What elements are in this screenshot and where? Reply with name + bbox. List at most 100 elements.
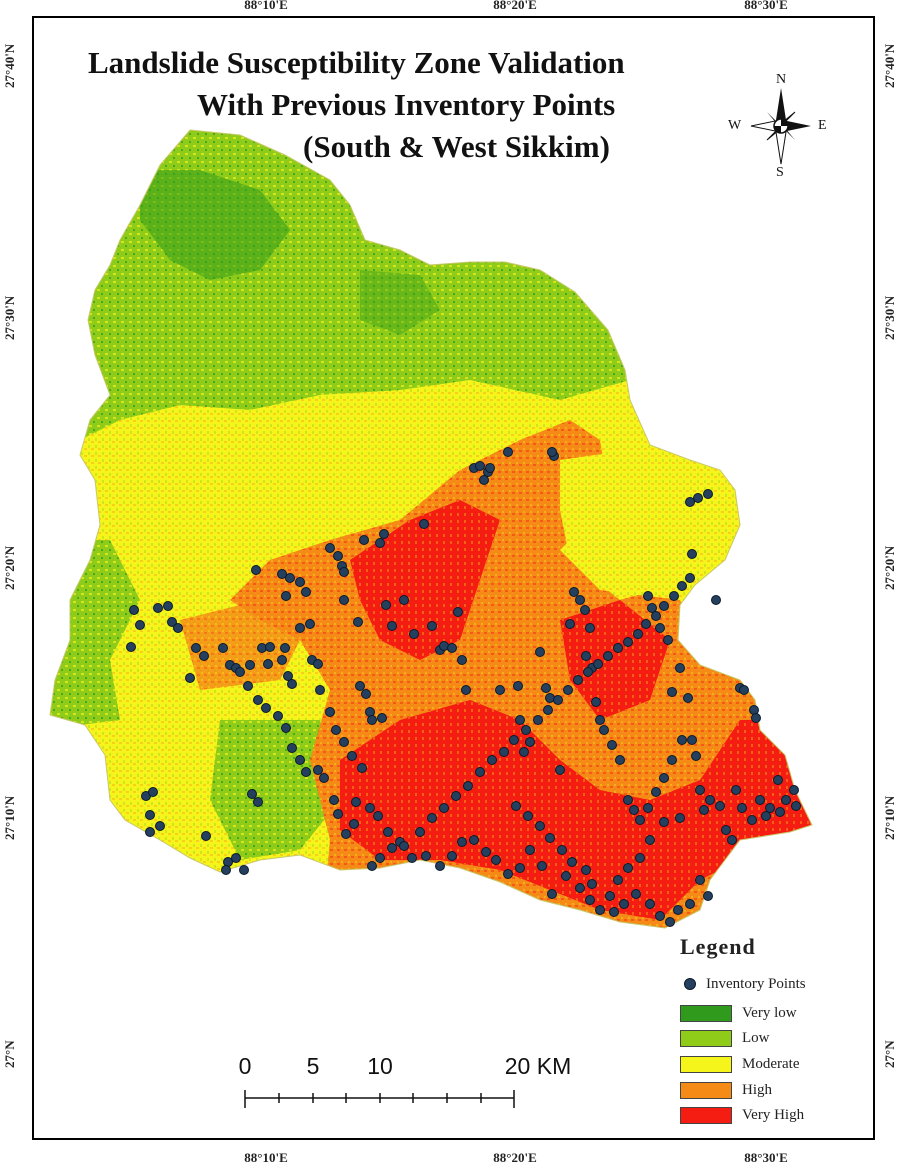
inventory-point xyxy=(643,803,653,813)
inventory-point xyxy=(605,891,615,901)
inventory-point xyxy=(555,765,565,775)
inventory-point xyxy=(643,591,653,601)
inventory-point xyxy=(419,519,429,529)
inventory-point xyxy=(675,663,685,673)
inventory-point xyxy=(319,773,329,783)
inventory-point xyxy=(655,911,665,921)
inventory-point xyxy=(645,835,655,845)
inventory-point xyxy=(377,713,387,723)
inventory-point xyxy=(153,603,163,613)
coord-bottom-1: 88°10'E xyxy=(244,1150,288,1165)
inventory-point xyxy=(365,803,375,813)
inventory-point xyxy=(677,581,687,591)
inventory-point xyxy=(541,683,551,693)
inventory-point xyxy=(221,865,231,875)
inventory-point xyxy=(331,725,341,735)
inventory-point-icon xyxy=(684,978,696,990)
inventory-point xyxy=(263,659,273,669)
inventory-point xyxy=(126,642,136,652)
inventory-point xyxy=(623,863,633,873)
inventory-point xyxy=(580,605,590,615)
inventory-point xyxy=(575,883,585,893)
inventory-point xyxy=(253,695,263,705)
inventory-point xyxy=(535,647,545,657)
inventory-point xyxy=(699,805,709,815)
inventory-point xyxy=(711,595,721,605)
inventory-point xyxy=(451,791,461,801)
inventory-point xyxy=(399,841,409,851)
inventory-point xyxy=(339,737,349,747)
inventory-point xyxy=(533,715,543,725)
inventory-point xyxy=(587,879,597,889)
inventory-point xyxy=(351,797,361,807)
inventory-point xyxy=(683,693,693,703)
inventory-point xyxy=(469,835,479,845)
coord-top-2: 88°20'E xyxy=(493,0,537,12)
inventory-point xyxy=(295,577,305,587)
moderate-zone-ne xyxy=(560,450,720,600)
title-line-2: With Previous Inventory Points xyxy=(197,87,616,122)
inventory-point xyxy=(201,831,211,841)
scale-label-5: 5 xyxy=(306,1053,320,1079)
title-line-1: Landslide Susceptibility Zone Validation xyxy=(88,45,625,80)
scale-label-20: 20 KM xyxy=(504,1053,572,1079)
inventory-point xyxy=(613,875,623,885)
title-line-3: (South & West Sikkim) xyxy=(303,129,610,164)
inventory-point xyxy=(775,807,785,817)
legend-item-high: High xyxy=(680,1080,772,1100)
inventory-point xyxy=(341,829,351,839)
inventory-point xyxy=(361,689,371,699)
legend-swatch xyxy=(680,1081,732,1099)
inventory-point xyxy=(243,681,253,691)
inventory-point xyxy=(277,569,287,579)
compass-e: E xyxy=(818,118,827,133)
inventory-point xyxy=(695,875,705,885)
inventory-point xyxy=(367,715,377,725)
inventory-point xyxy=(135,620,145,630)
scale-bar xyxy=(244,1090,515,1108)
inventory-point xyxy=(693,493,703,503)
legend-swatch xyxy=(680,1029,732,1047)
inventory-point xyxy=(301,767,311,777)
inventory-point xyxy=(525,737,535,747)
inventory-point xyxy=(481,847,491,857)
inventory-point xyxy=(703,891,713,901)
coord-top-3: 88°30'E xyxy=(744,0,788,12)
legend-label: Low xyxy=(742,1029,770,1046)
inventory-point xyxy=(231,853,241,863)
inventory-point xyxy=(761,811,771,821)
inventory-point xyxy=(333,551,343,561)
coord-top-1: 88°10'E xyxy=(244,0,288,12)
inventory-point xyxy=(575,595,585,605)
inventory-point xyxy=(295,623,305,633)
inventory-point xyxy=(573,675,583,685)
inventory-point xyxy=(447,851,457,861)
inventory-point xyxy=(581,865,591,875)
inventory-point xyxy=(781,795,791,805)
inventory-point xyxy=(619,899,629,909)
inventory-point xyxy=(427,813,437,823)
inventory-point xyxy=(245,660,255,670)
inventory-point xyxy=(325,543,335,553)
inventory-point xyxy=(547,889,557,899)
inventory-point xyxy=(353,617,363,627)
compass-w: W xyxy=(728,118,742,133)
inventory-point xyxy=(603,651,613,661)
inventory-point xyxy=(379,529,389,539)
inventory-point xyxy=(553,695,563,705)
inventory-point xyxy=(355,681,365,691)
inventory-point xyxy=(703,489,713,499)
inventory-point xyxy=(301,587,311,597)
inventory-point xyxy=(283,671,293,681)
inventory-point xyxy=(613,643,623,653)
inventory-point xyxy=(373,811,383,821)
inventory-point xyxy=(475,767,485,777)
district-boundary xyxy=(49,129,813,929)
inventory-point xyxy=(585,895,595,905)
inventory-point xyxy=(485,463,495,473)
inventory-point xyxy=(659,601,669,611)
inventory-point xyxy=(387,621,397,631)
inventory-point xyxy=(509,735,519,745)
legend-item-low: Low xyxy=(680,1028,770,1048)
